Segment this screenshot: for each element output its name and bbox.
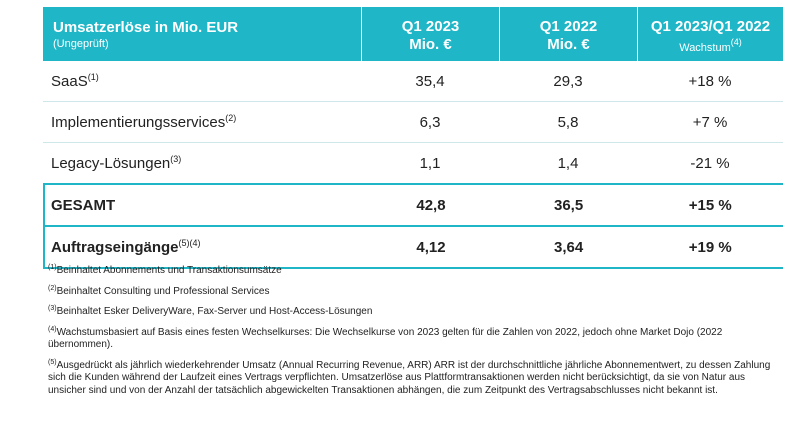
cell-q1-2022: 29,3: [553, 72, 583, 90]
cell-q1-2022: 5,8: [557, 113, 579, 131]
row-sup: (5)(4): [178, 238, 201, 248]
footnote: (1)Beinhaltet Abonnements und Transaktio…: [48, 262, 778, 278]
header-q1-2022-label: Q1 2022: [539, 18, 598, 35]
footnote-sup: (2): [48, 284, 57, 292]
cell-q1-2022: 1,4: [557, 154, 579, 172]
footnote-text: Beinhaltet Esker DeliveryWare, Fax-Serve…: [56, 306, 373, 317]
table-row: Implementierungsservices(2) 6,3 5,8 +7 %: [43, 102, 783, 143]
table-row-total: GESAMT 42,8 36,5 +15 %: [43, 183, 783, 227]
header-growth-sub: Wachstum: [679, 42, 731, 54]
footnote-text: Beinhaltet Consulting und Professional S…: [56, 285, 270, 297]
row-label: GESAMT: [51, 196, 116, 214]
cell-q1-2023: 42,8: [416, 196, 446, 214]
header-q1-2023-label: Q1 2023: [401, 18, 460, 35]
footnote-text: Beinhaltet Abonnements und Transaktionsu…: [56, 265, 282, 276]
footnote-sup: (5): [48, 358, 57, 366]
row-label: Legacy-Lösungen: [51, 155, 171, 172]
header-subtitle: (Ungeprüft): [53, 38, 109, 50]
footnote: (2)Beinhaltet Consulting und Professiona…: [48, 283, 778, 299]
row-sup: (1): [87, 72, 99, 82]
header-q1-2022: Q1 2022 Mio. €: [499, 7, 637, 61]
footnote: (5)Ausgedrückt als jährlich wiederkehren…: [48, 357, 778, 398]
row-label-cell: SaaS(1): [43, 72, 361, 90]
table-row-orders: Auftragseingänge(5)(4) 4,12 3,64 +19 %: [43, 227, 783, 269]
header-growth-sup: (4): [730, 37, 742, 47]
footnote-sup: (4): [48, 325, 57, 333]
row-label: Implementierungsservices: [51, 114, 226, 131]
header-q1-2022-unit: Mio. €: [547, 36, 590, 53]
cell-growth: +15 %: [688, 196, 732, 214]
table-header: Umsatzerlöse in Mio. EUR (Ungeprüft) Q1 …: [43, 7, 783, 61]
footnote: (3)Beinhaltet Esker DeliveryWare, Fax-Se…: [48, 303, 778, 319]
cell-q1-2023: 6,3: [419, 113, 441, 131]
table-row: Legacy-Lösungen(3) 1,1 1,4 -21 %: [43, 143, 783, 183]
cell-q1-2023: 4,12: [416, 238, 446, 256]
cell-growth: +7 %: [692, 113, 728, 131]
cell-q1-2023: 35,4: [415, 72, 445, 90]
row-label-cell: Auftragseingänge(5)(4): [45, 238, 362, 256]
cell-q1-2022: 36,5: [553, 196, 584, 214]
row-label: Auftragseingänge: [51, 239, 179, 256]
revenue-table: Umsatzerlöse in Mio. EUR (Ungeprüft) Q1 …: [43, 7, 783, 269]
row-sup: (2): [225, 113, 237, 123]
footnote-sup: (3): [48, 305, 57, 312]
header-q1-2023-unit: Mio. €: [409, 36, 452, 53]
row-sup: (3): [170, 154, 182, 164]
header-title-cell: Umsatzerlöse in Mio. EUR (Ungeprüft): [43, 7, 361, 61]
cell-q1-2022: 3,64: [553, 238, 584, 256]
cell-growth: +19 %: [688, 238, 732, 256]
cell-growth: +18 %: [688, 72, 732, 90]
footnotes: (1)Beinhaltet Abonnements und Transaktio…: [48, 262, 778, 402]
footnote-sup: (1): [48, 264, 57, 271]
header-q1-2023: Q1 2023 Mio. €: [361, 7, 499, 61]
footnote: (4)Wachstumsbasiert auf Basis eines fest…: [48, 324, 778, 352]
cell-growth: -21 %: [690, 154, 730, 172]
footnote-text: Ausgedrückt als jährlich wiederkehrender…: [48, 359, 771, 396]
table-row: SaaS(1) 35,4 29,3 +18 %: [43, 61, 783, 102]
cell-q1-2023: 1,1: [419, 154, 441, 172]
row-label-cell: Implementierungsservices(2): [43, 113, 361, 131]
footnote-text: Wachstumsbasiert auf Basis eines festen …: [48, 326, 723, 351]
row-label-cell: GESAMT: [45, 197, 362, 214]
row-label-cell: Legacy-Lösungen(3): [43, 154, 361, 172]
row-label: SaaS: [51, 73, 88, 90]
header-growth: Q1 2023/Q1 2022 Wachstum(4): [637, 7, 783, 61]
header-title: Umsatzerlöse in Mio. EUR: [53, 19, 239, 36]
header-growth-label: Q1 2023/Q1 2022: [650, 18, 771, 35]
